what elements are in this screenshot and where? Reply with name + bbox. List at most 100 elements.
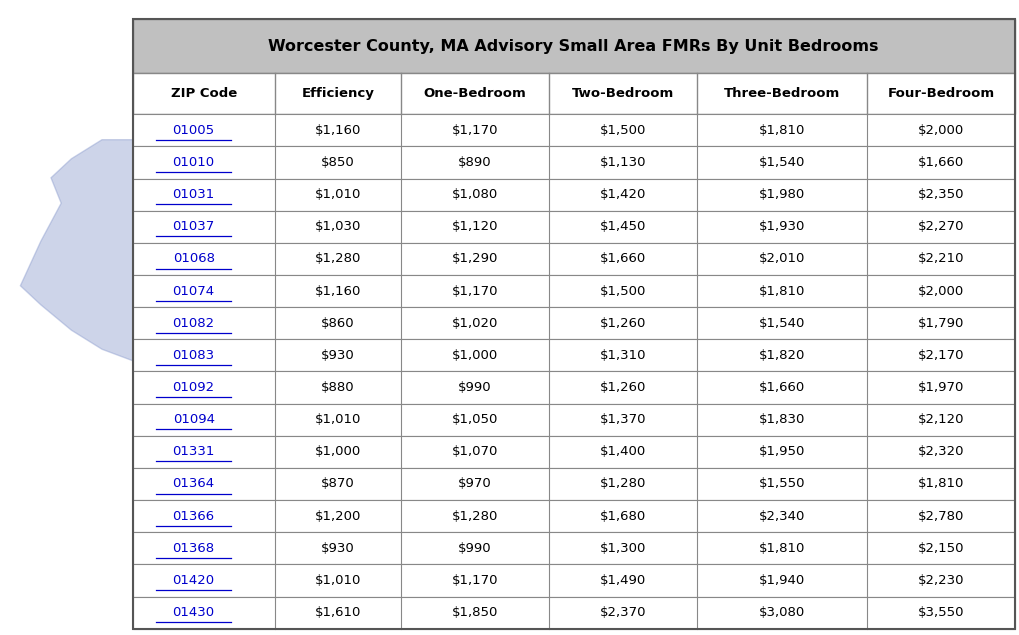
Text: $2,270: $2,270 <box>917 220 963 233</box>
Text: 01082: 01082 <box>172 317 214 330</box>
Text: 01364: 01364 <box>172 478 214 490</box>
Text: $1,400: $1,400 <box>599 445 646 458</box>
FancyBboxPatch shape <box>132 371 1014 404</box>
Text: Two-Bedroom: Two-Bedroom <box>572 87 674 100</box>
Text: 01331: 01331 <box>172 445 215 458</box>
Text: $930: $930 <box>321 349 355 362</box>
Text: $1,850: $1,850 <box>451 606 498 619</box>
Text: $1,970: $1,970 <box>917 381 963 394</box>
FancyBboxPatch shape <box>132 532 1014 565</box>
Text: ZIP Code: ZIP Code <box>170 87 236 100</box>
Text: $2,340: $2,340 <box>758 510 804 523</box>
Text: $1,680: $1,680 <box>599 510 646 523</box>
Text: $1,170: $1,170 <box>451 574 498 587</box>
Text: 01420: 01420 <box>172 574 214 587</box>
Text: 01083: 01083 <box>172 349 214 362</box>
Text: $1,540: $1,540 <box>758 317 804 330</box>
Text: $1,260: $1,260 <box>599 317 646 330</box>
Text: $2,150: $2,150 <box>917 542 963 555</box>
Text: $1,810: $1,810 <box>758 124 804 137</box>
Text: $990: $990 <box>458 542 491 555</box>
Text: $1,200: $1,200 <box>315 510 361 523</box>
Text: $1,010: $1,010 <box>315 574 361 587</box>
Text: $1,930: $1,930 <box>758 220 804 233</box>
FancyBboxPatch shape <box>132 114 1014 147</box>
Text: Worcester County, MA Advisory Small Area FMRs By Unit Bedrooms: Worcester County, MA Advisory Small Area… <box>268 39 878 53</box>
Text: $1,290: $1,290 <box>451 253 498 265</box>
Text: $1,420: $1,420 <box>599 188 646 201</box>
Text: 01068: 01068 <box>172 253 214 265</box>
Text: $870: $870 <box>321 478 355 490</box>
Text: $1,490: $1,490 <box>599 574 646 587</box>
Text: $850: $850 <box>321 156 355 169</box>
FancyBboxPatch shape <box>132 275 1014 307</box>
Text: $1,010: $1,010 <box>315 413 361 426</box>
Text: $890: $890 <box>458 156 491 169</box>
Text: $1,660: $1,660 <box>599 253 646 265</box>
Text: Four-Bedroom: Four-Bedroom <box>887 87 994 100</box>
Text: $1,280: $1,280 <box>315 253 361 265</box>
Text: $1,810: $1,810 <box>917 478 963 490</box>
Text: $3,080: $3,080 <box>758 606 804 619</box>
FancyBboxPatch shape <box>132 339 1014 371</box>
Text: $2,120: $2,120 <box>917 413 963 426</box>
FancyBboxPatch shape <box>132 178 1014 211</box>
FancyBboxPatch shape <box>132 19 1014 73</box>
Text: $2,370: $2,370 <box>599 606 646 619</box>
FancyBboxPatch shape <box>132 211 1014 243</box>
Text: $2,780: $2,780 <box>917 510 963 523</box>
Text: $1,070: $1,070 <box>451 445 498 458</box>
Text: $1,260: $1,260 <box>599 381 646 394</box>
Text: Three-Bedroom: Three-Bedroom <box>723 87 840 100</box>
Text: $1,130: $1,130 <box>599 156 646 169</box>
Text: 01031: 01031 <box>172 188 215 201</box>
Text: $1,940: $1,940 <box>758 574 804 587</box>
Text: 01368: 01368 <box>172 542 214 555</box>
Text: $1,810: $1,810 <box>758 284 804 298</box>
Text: $1,170: $1,170 <box>451 124 498 137</box>
Text: $1,950: $1,950 <box>758 445 804 458</box>
Text: 01005: 01005 <box>172 124 214 137</box>
Text: $1,450: $1,450 <box>599 220 646 233</box>
Text: $1,000: $1,000 <box>315 445 361 458</box>
Text: $1,000: $1,000 <box>451 349 497 362</box>
Text: $2,210: $2,210 <box>917 253 963 265</box>
Polygon shape <box>20 114 999 457</box>
Text: $2,350: $2,350 <box>917 188 963 201</box>
FancyBboxPatch shape <box>132 500 1014 532</box>
Text: $1,500: $1,500 <box>599 124 646 137</box>
Text: $1,830: $1,830 <box>758 413 804 426</box>
Text: $2,000: $2,000 <box>917 284 963 298</box>
Text: 01010: 01010 <box>172 156 214 169</box>
Text: $1,170: $1,170 <box>451 284 498 298</box>
Text: $1,010: $1,010 <box>315 188 361 201</box>
Text: 01037: 01037 <box>172 220 215 233</box>
Text: $1,050: $1,050 <box>451 413 498 426</box>
Text: $2,010: $2,010 <box>758 253 804 265</box>
FancyBboxPatch shape <box>132 436 1014 468</box>
Text: $860: $860 <box>321 317 355 330</box>
FancyBboxPatch shape <box>132 307 1014 339</box>
Text: 01366: 01366 <box>172 510 214 523</box>
FancyBboxPatch shape <box>132 596 1014 629</box>
Text: One-Bedroom: One-Bedroom <box>423 87 526 100</box>
Text: $1,540: $1,540 <box>758 156 804 169</box>
Text: $1,160: $1,160 <box>315 284 361 298</box>
Text: Efficiency: Efficiency <box>302 87 374 100</box>
Text: $2,320: $2,320 <box>917 445 963 458</box>
Text: 01074: 01074 <box>172 284 214 298</box>
Text: $970: $970 <box>458 478 491 490</box>
FancyBboxPatch shape <box>132 468 1014 500</box>
Text: $2,230: $2,230 <box>917 574 963 587</box>
Text: $1,280: $1,280 <box>451 510 498 523</box>
Text: $1,160: $1,160 <box>315 124 361 137</box>
Text: $1,280: $1,280 <box>599 478 646 490</box>
Text: $1,310: $1,310 <box>599 349 646 362</box>
Text: 01094: 01094 <box>172 413 214 426</box>
Text: $1,080: $1,080 <box>451 188 497 201</box>
Text: $1,300: $1,300 <box>599 542 646 555</box>
Text: $990: $990 <box>458 381 491 394</box>
Text: 01430: 01430 <box>172 606 214 619</box>
Text: $1,550: $1,550 <box>758 478 804 490</box>
Text: $1,370: $1,370 <box>599 413 646 426</box>
